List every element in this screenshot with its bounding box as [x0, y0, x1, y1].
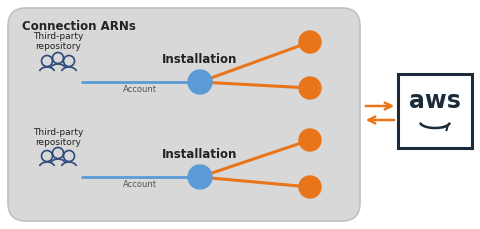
Circle shape [188, 70, 212, 94]
Text: Account: Account [123, 180, 157, 189]
Text: aws: aws [409, 89, 461, 113]
Text: Connection ARNs: Connection ARNs [22, 20, 136, 33]
Text: Third-party
repository: Third-party repository [33, 32, 83, 51]
Circle shape [299, 129, 321, 151]
FancyBboxPatch shape [8, 8, 360, 221]
FancyBboxPatch shape [398, 74, 472, 148]
Text: Account: Account [123, 85, 157, 94]
Circle shape [299, 31, 321, 53]
Text: Installation: Installation [162, 53, 238, 66]
Circle shape [188, 165, 212, 189]
Text: Installation: Installation [162, 148, 238, 161]
Text: Third-party
repository: Third-party repository [33, 128, 83, 147]
Circle shape [299, 176, 321, 198]
Circle shape [299, 77, 321, 99]
